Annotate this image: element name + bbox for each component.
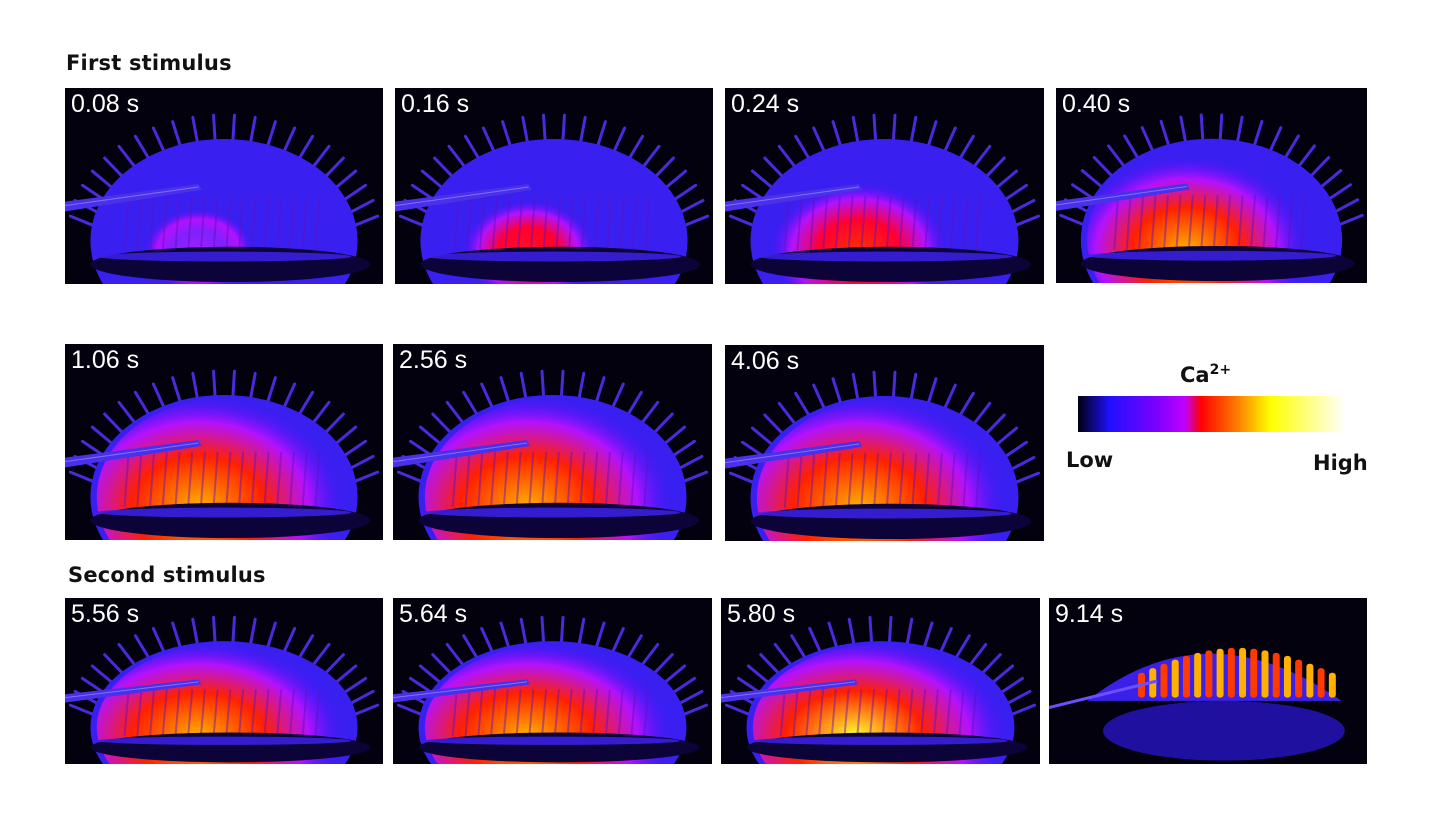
timestamp-label: 0.08 s xyxy=(71,90,140,118)
flytrap-fluorescence-image xyxy=(393,615,709,764)
image-panel: 2.56 s xyxy=(393,344,712,540)
image-panel: 0.24 s xyxy=(725,88,1044,284)
colorbar-title: Ca2+ xyxy=(1180,362,1232,387)
section-title-second-stimulus: Second stimulus xyxy=(68,563,266,587)
image-panel: 5.80 s xyxy=(721,598,1040,764)
image-panel: 4.06 s xyxy=(725,345,1044,541)
flytrap-fluorescence-image xyxy=(721,615,1037,764)
colorbar-high-label: High xyxy=(1313,451,1368,475)
timestamp-label: 5.56 s xyxy=(71,600,140,628)
image-panel: 0.16 s xyxy=(395,88,713,284)
timestamp-label: 0.24 s xyxy=(731,90,800,118)
flytrap-fluorescence-image xyxy=(393,369,709,540)
flytrap-fluorescence-image xyxy=(65,113,380,284)
image-panel: 0.40 s xyxy=(1056,88,1367,283)
timestamp-label: 0.40 s xyxy=(1062,90,1131,118)
image-panel: 1.06 s xyxy=(65,344,383,540)
timestamp-label: 5.64 s xyxy=(399,600,468,628)
timestamp-label: 5.80 s xyxy=(727,600,796,628)
timestamp-label: 4.06 s xyxy=(731,347,800,375)
image-panel: 5.56 s xyxy=(65,598,383,764)
flytrap-fluorescence-image xyxy=(1049,647,1345,761)
image-panel: 9.14 s xyxy=(1049,598,1367,764)
colorbar-low-label: Low xyxy=(1066,448,1114,472)
calcium-colorbar xyxy=(1078,396,1345,432)
section-title-first-stimulus: First stimulus xyxy=(66,51,232,75)
timestamp-label: 1.06 s xyxy=(71,346,140,374)
timestamp-label: 2.56 s xyxy=(399,346,468,374)
flytrap-fluorescence-image xyxy=(65,369,380,540)
flytrap-fluorescence-image xyxy=(725,113,1041,284)
flytrap-fluorescence-image xyxy=(1056,113,1364,283)
flytrap-fluorescence-image xyxy=(725,370,1041,541)
flytrap-fluorescence-image xyxy=(395,113,710,284)
image-panel: 0.08 s xyxy=(65,88,383,284)
flytrap-fluorescence-image xyxy=(65,615,380,764)
image-panel: 5.64 s xyxy=(393,598,712,764)
timestamp-label: 9.14 s xyxy=(1055,600,1124,628)
timestamp-label: 0.16 s xyxy=(401,90,470,118)
